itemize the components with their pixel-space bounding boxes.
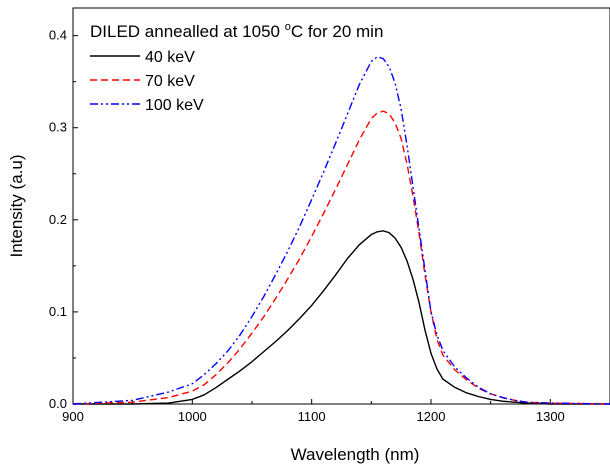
x-tick-label: 1300 xyxy=(536,409,565,424)
y-tick-label: 0.1 xyxy=(49,304,67,319)
x-tick-label: 1000 xyxy=(178,409,207,424)
x-axis: 900 1000 1100 1200 1300 xyxy=(62,399,565,424)
y-axis-label: Intensity (a.u) xyxy=(7,155,26,258)
legend-label-40kev: 40 keV xyxy=(145,49,195,66)
x-tick-label: 1100 xyxy=(298,409,326,424)
y-tick-label: 0.3 xyxy=(49,120,67,135)
annotation-suffix: C for 20 min xyxy=(291,22,384,41)
annotation-superscript: o xyxy=(285,21,291,33)
series-line-100-kev xyxy=(72,56,610,405)
legend: 40 keV 70 keV 100 keV xyxy=(90,49,204,114)
legend-label-100kev: 100 keV xyxy=(145,97,204,114)
y-tick-label: 0.0 xyxy=(49,396,67,411)
x-tick-label: 900 xyxy=(62,409,84,424)
x-tick-label: 1200 xyxy=(417,409,446,424)
plot-frame xyxy=(72,7,610,405)
y-tick-label: 0.2 xyxy=(49,212,67,227)
y-tick-label: 0.4 xyxy=(49,28,67,43)
series-line-70-kev xyxy=(72,110,610,405)
series-line-40-kev xyxy=(73,230,610,405)
annotation-prefix: DILED annealled at 1050 xyxy=(90,22,285,41)
y-axis: 0.0 0.1 0.2 0.3 0.4 xyxy=(49,28,78,411)
series-group xyxy=(72,56,610,405)
legend-label-70kev: 70 keV xyxy=(145,73,195,90)
x-axis-label: Wavelength (nm) xyxy=(291,445,420,464)
annotation-text: DILED annealled at 1050 oC for 20 min xyxy=(90,21,383,41)
